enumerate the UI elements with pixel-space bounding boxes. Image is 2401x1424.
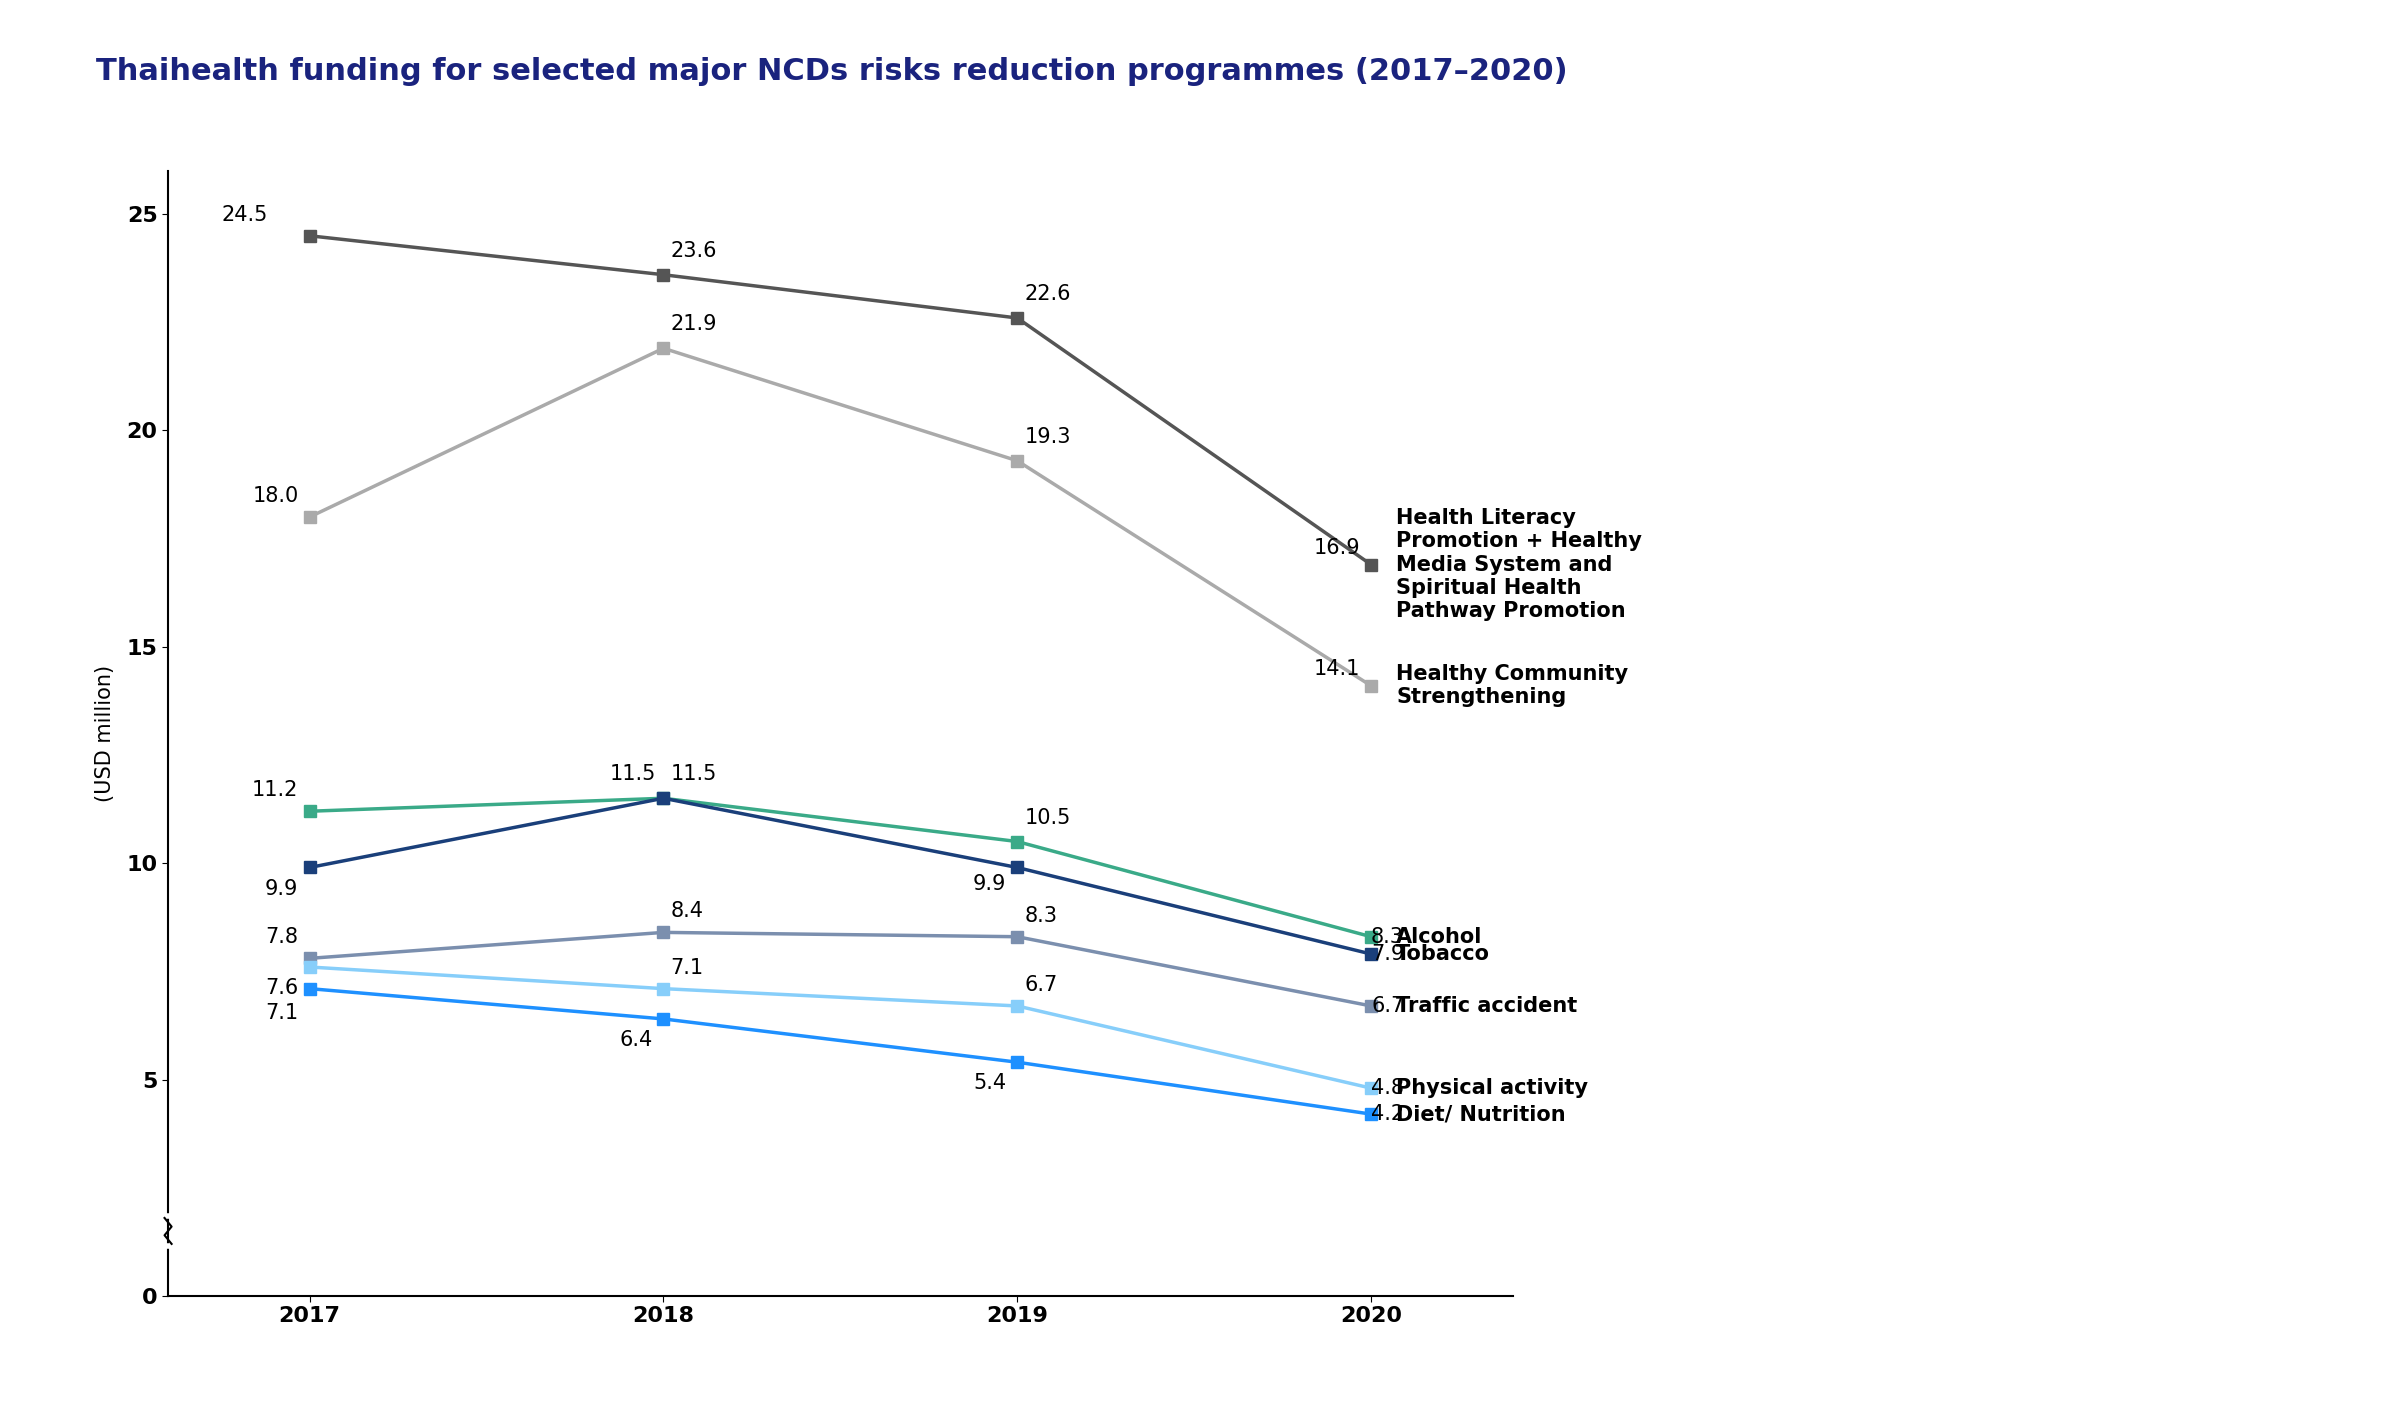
Text: 10.5: 10.5 — [1025, 807, 1071, 827]
Text: 19.3: 19.3 — [1025, 427, 1071, 447]
Text: 4.2: 4.2 — [1371, 1104, 1405, 1124]
Text: 7.6: 7.6 — [264, 978, 298, 998]
Text: 11.5: 11.5 — [670, 765, 718, 785]
Text: 22.6: 22.6 — [1025, 285, 1071, 305]
Text: 11.2: 11.2 — [252, 780, 298, 800]
Y-axis label: (USD million): (USD million) — [96, 665, 115, 802]
Text: 7.9: 7.9 — [1371, 944, 1405, 964]
Text: 5.4: 5.4 — [972, 1074, 1006, 1094]
Text: 16.9: 16.9 — [1313, 538, 1359, 558]
Text: Diet/ Nutrition: Diet/ Nutrition — [1395, 1104, 1565, 1124]
Text: 8.3: 8.3 — [1371, 927, 1405, 947]
Text: Alcohol: Alcohol — [1395, 927, 1481, 947]
Text: 8.4: 8.4 — [670, 901, 703, 921]
Text: 6.7: 6.7 — [1371, 995, 1405, 1015]
Text: 7.1: 7.1 — [670, 957, 703, 977]
Text: 7.8: 7.8 — [267, 927, 298, 947]
Text: Tobacco: Tobacco — [1395, 944, 1491, 964]
Text: 9.9: 9.9 — [264, 879, 298, 899]
Text: 9.9: 9.9 — [972, 874, 1006, 894]
Text: 6.7: 6.7 — [1025, 975, 1056, 995]
Text: 11.5: 11.5 — [610, 765, 655, 785]
Text: Health Literacy
Promotion + Healthy
Media System and
Spiritual Health
Pathway Pr: Health Literacy Promotion + Healthy Medi… — [1395, 508, 1642, 621]
Text: 18.0: 18.0 — [252, 486, 298, 506]
Text: 24.5: 24.5 — [221, 205, 269, 225]
Text: 7.1: 7.1 — [267, 1002, 298, 1022]
Text: 14.1: 14.1 — [1313, 659, 1359, 679]
Text: Healthy Community
Strengthening: Healthy Community Strengthening — [1395, 664, 1628, 708]
Text: Traffic accident: Traffic accident — [1395, 995, 1577, 1015]
Text: Thaihealth funding for selected major NCDs risks reduction programmes (2017–2020: Thaihealth funding for selected major NC… — [96, 57, 1568, 85]
Text: Physical activity: Physical activity — [1395, 1078, 1587, 1098]
Text: 8.3: 8.3 — [1025, 906, 1056, 926]
Text: 23.6: 23.6 — [670, 241, 718, 261]
Text: 4.8: 4.8 — [1371, 1078, 1405, 1098]
Text: 21.9: 21.9 — [670, 315, 718, 335]
Text: 6.4: 6.4 — [619, 1030, 653, 1049]
